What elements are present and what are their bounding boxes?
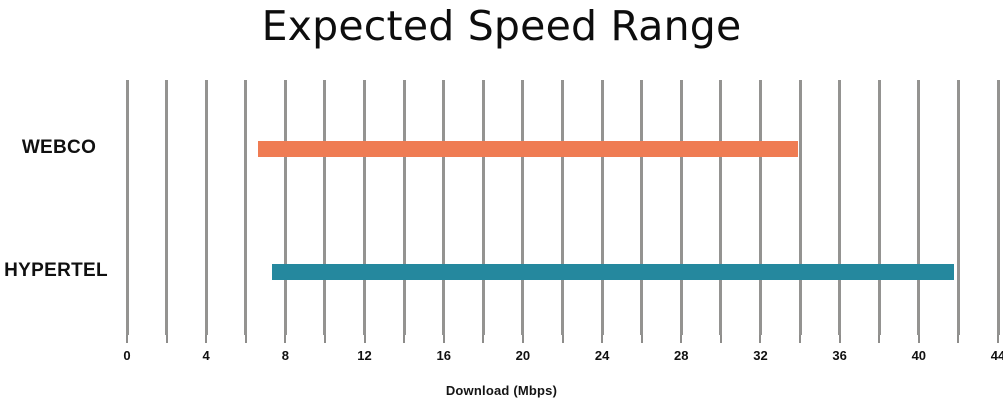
x-tick-label: 8 bbox=[281, 348, 289, 363]
x-tick-mark bbox=[640, 335, 643, 343]
x-axis-title: Download (Mbps) bbox=[445, 383, 558, 398]
x-tick-mark bbox=[561, 335, 564, 343]
x-tick-mark bbox=[680, 335, 683, 343]
gridline bbox=[323, 80, 327, 335]
gridline bbox=[798, 80, 802, 335]
page-title: Expected Speed Range bbox=[261, 2, 742, 50]
range-bar-hypertel[interactable] bbox=[271, 264, 955, 280]
x-tick-mark bbox=[244, 335, 247, 343]
gridline bbox=[956, 80, 960, 335]
gridline bbox=[244, 80, 248, 335]
x-tick-mark bbox=[126, 335, 128, 343]
x-tick-mark bbox=[759, 335, 762, 343]
x-tick-label: 16 bbox=[436, 348, 451, 363]
x-tick-mark bbox=[521, 335, 524, 343]
x-tick-label: 24 bbox=[594, 348, 610, 363]
x-tick-label: 20 bbox=[515, 348, 531, 363]
gridline bbox=[679, 80, 683, 335]
x-tick-mark bbox=[363, 335, 366, 343]
x-tick-label: 0 bbox=[123, 348, 131, 363]
x-tick-label: 28 bbox=[674, 348, 689, 363]
x-tick-mark bbox=[284, 335, 287, 343]
range-bar-webco[interactable] bbox=[257, 141, 799, 157]
gridline bbox=[402, 80, 406, 335]
gridline bbox=[165, 80, 169, 335]
gridline bbox=[877, 80, 881, 335]
x-tick-mark bbox=[878, 335, 881, 343]
x-tick-mark bbox=[917, 335, 920, 343]
x-tick-mark bbox=[601, 335, 604, 343]
x-tick-mark bbox=[957, 335, 960, 343]
x-tick-label: 40 bbox=[911, 348, 927, 363]
gridline bbox=[640, 80, 644, 335]
gridline bbox=[521, 80, 525, 335]
gridline bbox=[363, 80, 367, 335]
gridline bbox=[996, 80, 1000, 335]
x-tick-mark bbox=[997, 335, 999, 343]
gridline bbox=[481, 80, 485, 335]
category-label-webco: WEBCO bbox=[21, 137, 97, 158]
gridline bbox=[561, 80, 564, 335]
x-tick-label: 32 bbox=[753, 348, 768, 363]
x-tick-mark bbox=[205, 335, 208, 343]
gridline bbox=[125, 80, 129, 335]
x-tick-mark bbox=[323, 335, 326, 343]
gridline bbox=[600, 80, 604, 335]
x-tick-label: 4 bbox=[202, 348, 210, 363]
gridline bbox=[442, 80, 446, 335]
x-tick-mark bbox=[719, 335, 722, 343]
x-tick-mark bbox=[165, 335, 168, 343]
x-tick-mark bbox=[442, 335, 445, 343]
gridline bbox=[719, 80, 723, 335]
gridline bbox=[917, 80, 921, 335]
x-tick-label: 36 bbox=[832, 348, 847, 363]
x-tick-label: 44 bbox=[990, 348, 1003, 363]
x-tick-mark bbox=[838, 335, 841, 343]
gridline bbox=[204, 80, 208, 335]
gridline bbox=[283, 80, 287, 335]
category-label-hypertel: HYPERTEL bbox=[4, 260, 108, 281]
gridline bbox=[838, 80, 842, 335]
plot-area bbox=[125, 80, 1000, 335]
x-tick-mark bbox=[482, 335, 485, 343]
x-tick-mark bbox=[799, 335, 802, 343]
x-tick-label: 12 bbox=[357, 348, 372, 363]
x-tick-mark bbox=[403, 335, 406, 343]
gridline bbox=[758, 80, 762, 335]
